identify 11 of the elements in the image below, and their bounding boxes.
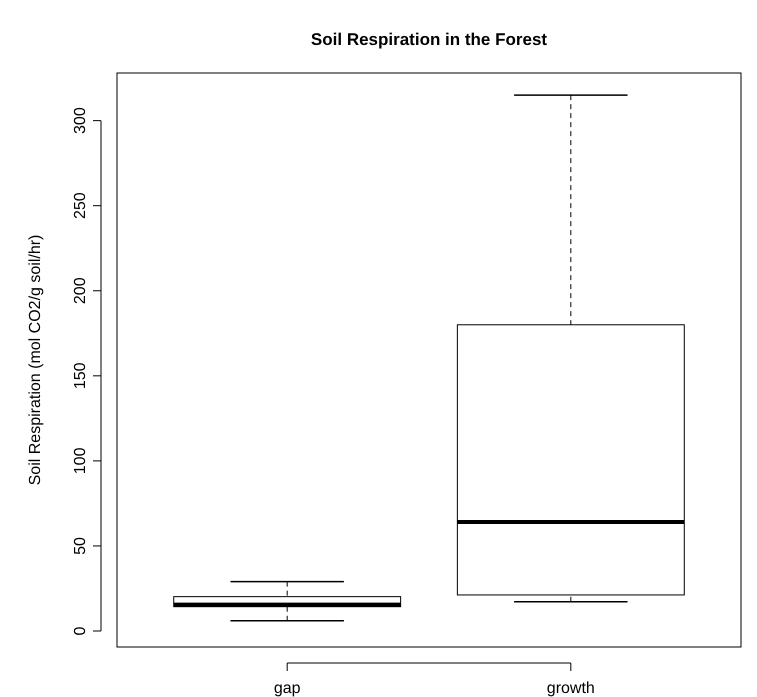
y-tick-label: 150 [72, 362, 89, 390]
y-tick-label: 250 [72, 192, 89, 220]
y-axis-title: Soil Respiration (mol CO2/g soil/hr) [27, 234, 44, 486]
x-tick-label: growth [546, 680, 595, 697]
y-tick-label: 300 [72, 107, 89, 134]
y-tick-label: 50 [72, 536, 89, 555]
y-tick-label: 0 [72, 626, 89, 636]
y-tick-label: 200 [72, 277, 89, 304]
x-tick-label: gap [274, 680, 301, 697]
y-tick-label: 100 [72, 447, 89, 474]
chart-title: Soil Respiration in the Forest [310, 30, 548, 49]
